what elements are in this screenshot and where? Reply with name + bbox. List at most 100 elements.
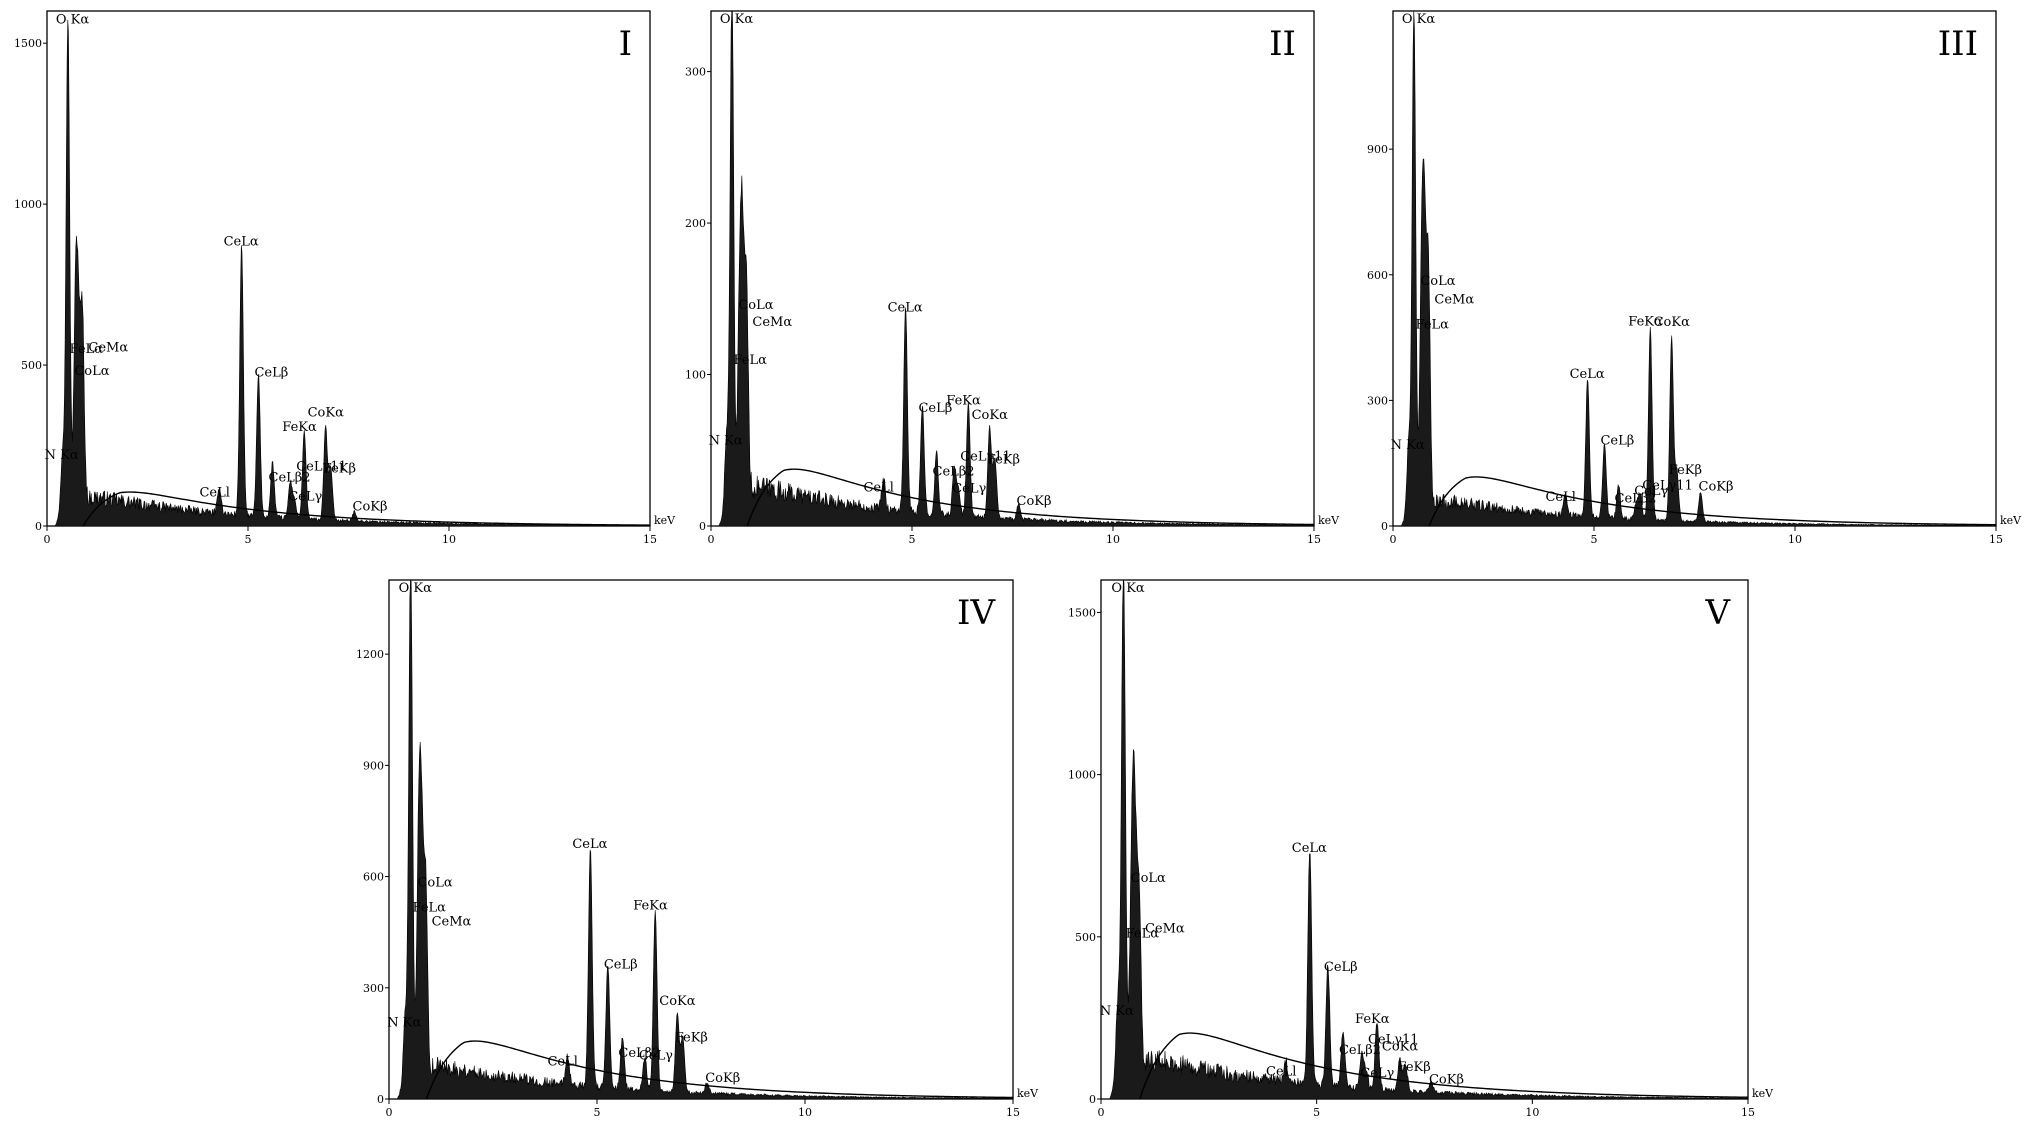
peak-label: CeLα: [224, 235, 259, 250]
y-tick-label: 500: [21, 359, 42, 372]
peak-label: N Kα: [45, 448, 79, 463]
peak-label: FeLα: [734, 353, 768, 368]
panel-label: V: [1704, 593, 1731, 633]
x-tick-label: 5: [909, 533, 916, 546]
peak-label: CoKα: [308, 406, 344, 421]
x-tick-label: 5: [594, 1106, 601, 1119]
x-tick-label: 10: [798, 1106, 812, 1119]
peak-label: CeMα: [1434, 293, 1474, 308]
y-tick-label: 0: [699, 520, 706, 533]
peak-label: CeLβ2: [618, 1046, 660, 1061]
y-tick-label: 1500: [14, 37, 42, 50]
peak-label: CoKα: [659, 994, 695, 1009]
peak-label: CeLγ: [639, 1049, 673, 1064]
y-tick-label: 0: [1381, 520, 1388, 533]
x-axis-unit: keV: [1752, 1087, 1774, 1100]
plot-frame: [1100, 579, 1749, 1100]
continuum-curve: [425, 1040, 1014, 1100]
continuum-curve: [82, 491, 651, 527]
peak-label: CeLα: [1292, 841, 1327, 856]
x-tick-label: 15: [1989, 533, 2003, 546]
continuum-curve: [1139, 1032, 1749, 1100]
peak-label: CoKα: [1654, 315, 1690, 330]
y-tick-label: 100: [685, 369, 706, 382]
x-tick-label: 5: [1313, 1106, 1320, 1119]
peak-label: CeLβ2: [269, 470, 311, 485]
peak-label: CeLα: [1570, 367, 1605, 382]
peak-label: FeKβ: [323, 462, 356, 477]
x-tick-label: 10: [1788, 533, 1802, 546]
y-tick-label: 0: [1089, 1093, 1096, 1106]
peak-label: CoLα: [1131, 871, 1166, 886]
x-axis-unit: keV: [1318, 514, 1340, 527]
peak-label: CeMα: [432, 915, 472, 930]
panel-label: II: [1269, 24, 1296, 64]
peak-label: CoLα: [74, 364, 109, 379]
eds-panel-ii: 0 5 10 15 0 100 200 300 keV O Kα FeLα CoLα CeMα N Kα C…: [685, 10, 1340, 546]
x-tick-label: 15: [643, 533, 657, 546]
peak-label: CeLl: [199, 485, 229, 500]
peak-label: FeLα: [413, 900, 447, 915]
peak-label: CoKβ: [1699, 480, 1734, 495]
panel-label: IV: [957, 593, 996, 633]
peak-label: CeLα: [888, 301, 923, 316]
x-tick-label: 5: [245, 533, 252, 546]
eds-panel-iii: 0 5 10 15 0 300 600 900 keV O Kα FeLα CeMα CoLα N Kα C…: [1367, 10, 2022, 546]
spectrum-trace: [1393, 10, 1997, 527]
peak-label: FeKβ: [1669, 463, 1702, 478]
peak-label: CoKβ: [1017, 494, 1052, 509]
plot-frame: [1392, 10, 1997, 527]
y-tick-label: 300: [685, 66, 706, 79]
y-tick-label: 1500: [1068, 606, 1096, 619]
peak-label: CeLβ2: [1615, 492, 1657, 507]
y-tick-label: 0: [35, 520, 42, 533]
x-tick-label: 0: [386, 1106, 393, 1119]
peak-label: CeLβ: [1600, 434, 1634, 449]
x-tick-label: 15: [1006, 1106, 1020, 1119]
peak-label: N Kα: [387, 1015, 421, 1030]
y-tick-label: 900: [1367, 143, 1388, 156]
x-tick-label: 0: [1390, 533, 1397, 546]
plot-frame: [46, 10, 651, 527]
peak-label: CeMα: [1145, 922, 1185, 937]
plot-frame: [710, 10, 1315, 527]
peak-label: FeKα: [282, 420, 317, 435]
peak-label: O Kα: [399, 581, 433, 596]
peak-label: O Kα: [56, 13, 90, 28]
y-tick-label: 300: [1367, 394, 1388, 407]
y-tick-label: 600: [1367, 269, 1388, 282]
spectrum-trace: [1101, 579, 1749, 1100]
y-tick-label: 500: [1075, 931, 1096, 944]
peak-label: CoLα: [417, 876, 452, 891]
peak-label: N Kα: [1100, 1004, 1134, 1019]
peak-label: CeLβ: [1324, 960, 1358, 975]
peak-label: CeLγ: [1360, 1066, 1394, 1081]
x-tick-label: 15: [1307, 533, 1321, 546]
peak-label: CoLα: [738, 298, 773, 313]
peak-label: CoKα: [1382, 1040, 1418, 1055]
peak-label: CoKβ: [353, 499, 388, 514]
y-tick-label: 600: [363, 871, 384, 884]
peak-label: FeKβ: [1398, 1060, 1431, 1075]
peak-label: CoKβ: [1429, 1072, 1464, 1087]
x-tick-label: 0: [1098, 1106, 1105, 1119]
y-tick-label: 200: [685, 217, 706, 230]
peak-label: CeLγ: [952, 482, 986, 497]
peak-label: CeLβ: [604, 958, 638, 973]
continuum-curve: [746, 468, 1315, 527]
peak-label: CeLl: [547, 1054, 577, 1069]
peak-label: CeLγ: [288, 490, 322, 505]
peak-label: FeKα: [633, 898, 668, 913]
x-tick-label: 0: [708, 533, 715, 546]
peak-label: FeKα: [946, 393, 981, 408]
x-axis-unit: keV: [654, 514, 676, 527]
peak-label: CeLα: [572, 837, 607, 852]
x-tick-label: 0: [44, 533, 51, 546]
x-axis-unit: keV: [1017, 1087, 1039, 1100]
peak-label: CeLβ2: [933, 464, 975, 479]
peak-label: CeLl: [1545, 490, 1575, 505]
x-tick-label: 10: [1525, 1106, 1539, 1119]
peak-label: O Kα: [1111, 581, 1145, 596]
